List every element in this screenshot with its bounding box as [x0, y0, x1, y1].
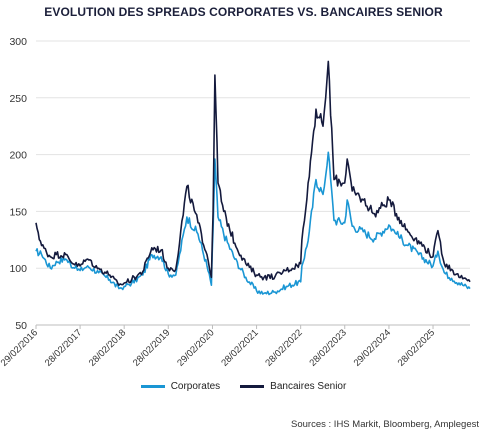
x-tick-label: 28/02/2022 [263, 327, 304, 368]
series-line-corporates [35, 151, 471, 296]
legend: Corporates Bancaires Senior [0, 381, 487, 392]
x-tick-label: 28/02/2017 [43, 327, 84, 368]
x-tick-label: 28/02/2018 [87, 327, 128, 368]
series-line-bancaires-senior [35, 60, 471, 286]
x-axis-ticks: 29/02/2016 28/02/2017 28/02/2018 28/02/2019… [0, 325, 437, 369]
x-tick-label: 28/02/2023 [307, 327, 348, 368]
x-tick-label: 29/02/2016 [0, 327, 40, 368]
legend-swatch-bancaires-senior [240, 385, 265, 388]
y-axis-ticks: 50 100 150 200 250 300 [9, 36, 27, 332]
x-tick-label: 29/02/2024 [352, 327, 393, 368]
legend-label-corporates: Corporates [170, 381, 221, 392]
chart-title: EVOLUTION DES SPREADS CORPORATES VS. BAN… [44, 5, 443, 19]
x-tick-label: 28/02/2021 [219, 327, 260, 368]
legend-item-corporates: Corporates [140, 381, 221, 392]
source-note: Sources : IHS Markit, Bloomberg, Amplege… [291, 419, 479, 430]
legend-swatch-corporates [140, 385, 165, 388]
x-tick-label: 28/02/2019 [131, 327, 172, 368]
y-tick-label: 50 [15, 320, 27, 332]
series-lines [35, 60, 471, 296]
y-tick-label: 150 [9, 206, 27, 218]
grid-lines [36, 40, 470, 326]
y-tick-label: 300 [9, 36, 27, 48]
x-tick-label: 29/02/2020 [175, 327, 216, 368]
x-tick-label: 28/02/2025 [396, 327, 437, 368]
y-tick-label: 100 [9, 263, 27, 275]
y-tick-label: 250 [9, 93, 27, 105]
legend-label-bancaires-senior: Bancaires Senior [270, 381, 347, 392]
legend-item-bancaires-senior: Bancaires Senior [240, 381, 346, 392]
y-tick-label: 200 [9, 150, 27, 162]
